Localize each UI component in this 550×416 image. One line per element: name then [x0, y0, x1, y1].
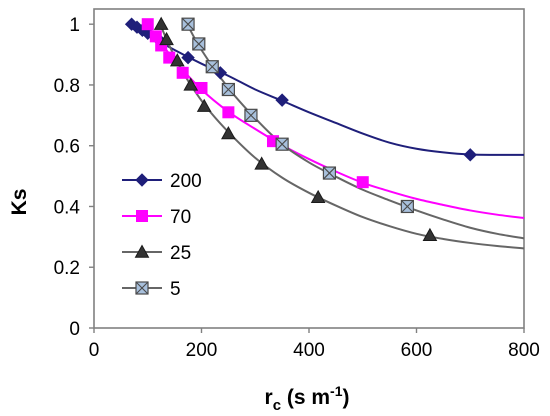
series-25-point [183, 77, 199, 91]
series-25-point [159, 31, 174, 46]
x-tick-label: 400 [293, 340, 325, 361]
marker-cross [181, 17, 195, 31]
marker-cross [400, 200, 414, 213]
series-70-point [163, 51, 176, 64]
series-25-point [254, 156, 270, 170]
series-70-point [195, 81, 208, 94]
legend-marker [135, 281, 149, 295]
series-25-curve [158, 22, 525, 250]
legend-item: 5 [122, 279, 181, 300]
series-25-point [169, 53, 185, 67]
legend-marker [136, 210, 148, 222]
marker-cross [323, 166, 336, 180]
series-5-point [244, 108, 258, 122]
x-tick-label: 0 [89, 340, 100, 361]
series-25-point [221, 126, 236, 140]
series-25-point [310, 189, 326, 204]
series-5-point [181, 17, 195, 31]
series-5-point [275, 137, 289, 151]
legend-label: 25 [170, 243, 191, 264]
series-5-point [192, 37, 206, 51]
legend-item: 200 [122, 171, 202, 192]
y-tick-label: 1 [69, 15, 80, 36]
series-25-point [196, 98, 212, 112]
legend-label: 200 [170, 171, 202, 192]
series-5-point [205, 60, 219, 74]
series-5-point [400, 199, 414, 214]
y-tick-label: 0.8 [54, 76, 80, 97]
legend-marker [134, 244, 150, 258]
series-70-point [176, 66, 189, 79]
plot-area [93, 8, 525, 329]
series-25-point [153, 16, 169, 30]
x-tick-label: 200 [186, 340, 218, 361]
series-70-point [222, 106, 235, 119]
legend-label: 70 [170, 207, 191, 228]
series-200-point [181, 50, 195, 65]
marker-cross [192, 37, 206, 51]
legend-label: 5 [170, 279, 181, 300]
y-tick-label: 0 [69, 319, 80, 340]
legend-item: 70 [122, 207, 191, 228]
legend-marker [135, 173, 149, 187]
series-70-point [141, 18, 154, 31]
y-tick-label: 0.2 [54, 258, 80, 279]
x-tick-label: 800 [508, 340, 540, 361]
marker-cross [135, 281, 149, 295]
x-axis-title: rc (s m-1) [265, 383, 350, 414]
legend-item: 25 [122, 243, 191, 264]
marker-cross [221, 83, 235, 96]
y-tick-label: 0.6 [54, 137, 80, 158]
series-5-point [322, 166, 337, 180]
marker-cross [275, 137, 289, 151]
marker-cross [205, 60, 219, 74]
series-70-point [356, 176, 369, 189]
series-200-point [463, 148, 477, 162]
series-5-point [221, 82, 235, 97]
x-tick-label: 600 [401, 340, 433, 361]
series-200-point [275, 93, 289, 107]
marker-cross [244, 108, 258, 122]
y-axis-title: Ks [8, 189, 31, 216]
y-tick-label: 0.4 [54, 197, 81, 218]
series-25-point [422, 227, 438, 242]
series-70-point [155, 39, 168, 52]
